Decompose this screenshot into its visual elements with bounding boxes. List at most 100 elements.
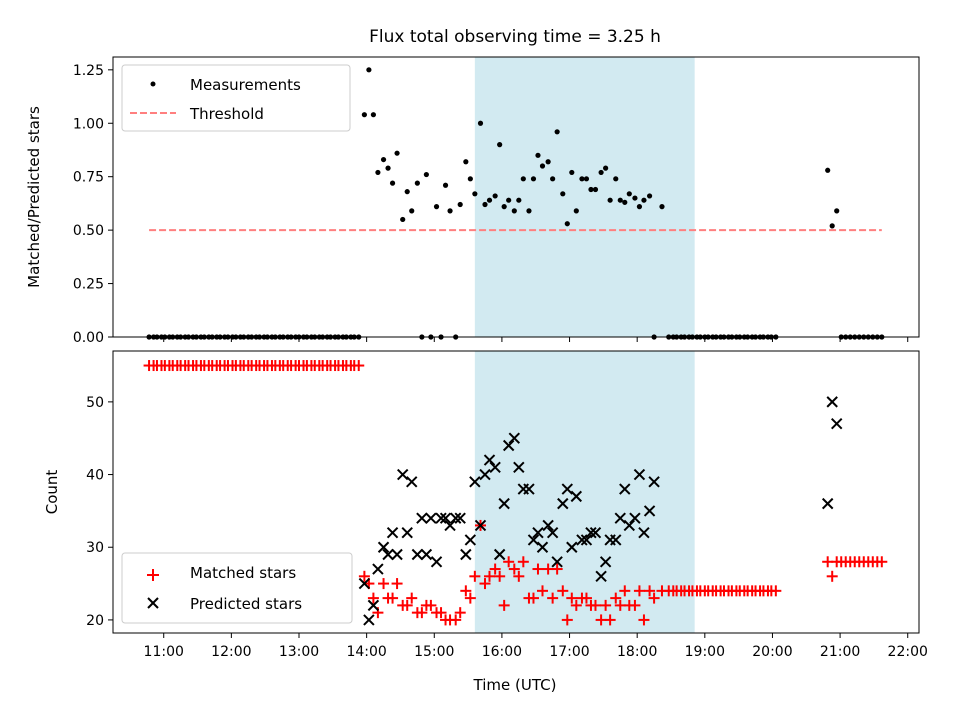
- top-y-tick-label: 0.00: [73, 330, 104, 346]
- top-y-tick-label: 0.75: [73, 170, 104, 186]
- predicted-star-point: [386, 526, 399, 539]
- matched-star-point: [498, 599, 510, 611]
- measurement-point: [375, 169, 381, 176]
- measurement-point: [554, 129, 560, 135]
- matched-star-point: [604, 614, 616, 626]
- measurement-point: [385, 165, 391, 171]
- predicted-star-point: [397, 468, 409, 481]
- top-y-tick-label: 0.25: [73, 277, 104, 293]
- matched-star-point: [551, 563, 563, 575]
- top-highlight-span: [474, 57, 695, 337]
- measurement-point: [592, 186, 599, 193]
- matched-star-point: [479, 578, 491, 590]
- bottom-legend: Matched stars Predicted stars: [121, 552, 353, 624]
- measurement-point: [825, 167, 831, 173]
- predicted-star-point: [566, 541, 578, 553]
- predicted-star-point: [546, 526, 559, 539]
- predicted-star-point: [629, 512, 641, 524]
- predicted-star-point: [377, 541, 390, 553]
- predicted-star-point: [372, 563, 384, 575]
- predicted-star-point: [454, 512, 466, 524]
- predicted-star-point: [623, 519, 635, 532]
- predicted-star-point: [648, 476, 660, 488]
- top-legend-box: [121, 64, 351, 132]
- predicted-star-point: [444, 519, 456, 532]
- predicted-star-point: [435, 512, 447, 524]
- predicted-star-point: [536, 541, 549, 553]
- predicted-star-point: [416, 512, 428, 524]
- predicted-star-point: [576, 534, 588, 546]
- predicted-star-point: [498, 497, 510, 510]
- predicted-star-point: [557, 497, 569, 510]
- bottom-plot-frame: [112, 350, 920, 634]
- matched-star-point: [527, 592, 539, 604]
- measurement-point: [400, 216, 406, 223]
- chart-title: Flux total observing time = 3.25 h: [369, 27, 661, 47]
- matched-star-point: [876, 556, 888, 568]
- predicted-star-point: [420, 548, 433, 561]
- matched-star-point: [358, 570, 370, 582]
- x-tick-label: 14:00: [346, 644, 386, 660]
- measurement-point: [526, 208, 532, 214]
- matched-star-point: [644, 585, 656, 597]
- predicted-star-point: [406, 476, 418, 488]
- x-tick-label: 16:00: [482, 644, 522, 660]
- legend-matched-label: Matched stars: [190, 564, 296, 582]
- measurement-point: [486, 197, 493, 203]
- top-legend: Measurements Threshold: [121, 64, 351, 132]
- x-tick-label: 18:00: [617, 644, 657, 660]
- predicted-star-point: [580, 534, 593, 546]
- measurement-point: [613, 176, 619, 182]
- measurement-point: [535, 152, 541, 158]
- measurement-point: [636, 204, 643, 210]
- predicted-star-point: [595, 570, 607, 583]
- predicted-star-point: [493, 548, 506, 561]
- predicted-star-point: [439, 512, 452, 524]
- predicted-star-point: [551, 556, 563, 568]
- legend-measurements-label: Measurements: [190, 76, 301, 94]
- matched-star-point: [391, 578, 403, 590]
- matched-star-point: [589, 599, 601, 611]
- predicted-star-point: [411, 548, 424, 561]
- matched-star-point: [513, 570, 525, 582]
- matched-star-point: [494, 570, 506, 582]
- measurement-point: [829, 223, 835, 229]
- matched-star-point: [566, 592, 578, 604]
- matched-star-point: [401, 599, 413, 611]
- measurement-point: [433, 204, 440, 210]
- measurement-point: [569, 169, 575, 176]
- top-y-axis-label: Matched/Predicted stars: [25, 106, 43, 288]
- predicted-star-point: [532, 526, 544, 539]
- matched-star-point: [629, 599, 641, 611]
- x-tick-label: 12:00: [211, 644, 251, 660]
- measurement-point: [545, 159, 551, 165]
- matched-star-point: [580, 592, 592, 604]
- predicted-star-point: [610, 534, 622, 546]
- bottom-y-tick-label: 40: [86, 468, 104, 484]
- matched-star-point: [770, 585, 782, 597]
- predicted-star-point: [508, 432, 521, 444]
- predicted-star-point: [589, 526, 602, 539]
- matched-star-point: [460, 585, 472, 597]
- matched-star-point: [517, 556, 529, 568]
- measurement-point: [632, 195, 638, 201]
- matched-star-point: [508, 563, 520, 575]
- predicted-star-point: [425, 512, 437, 524]
- measurement-point: [550, 176, 556, 182]
- predicted-star-point: [367, 599, 380, 612]
- measurement-point: [834, 208, 840, 214]
- measurement-point: [492, 193, 498, 199]
- measurement-point: [394, 150, 400, 156]
- measurement-point: [477, 120, 484, 126]
- measurement-point: [530, 176, 537, 182]
- x-tick-label: 17:00: [549, 644, 589, 660]
- predicted-star-point: [460, 548, 472, 561]
- top-y-tick-label: 1.25: [73, 63, 104, 79]
- predicted-star-point: [570, 490, 583, 503]
- predicted-star-point: [464, 534, 477, 546]
- legend-predicted-marker: [147, 597, 159, 609]
- matched-star-point: [633, 585, 645, 597]
- matched-star-point: [532, 563, 544, 575]
- matched-star-point: [638, 614, 650, 626]
- measurement-point: [457, 201, 463, 208]
